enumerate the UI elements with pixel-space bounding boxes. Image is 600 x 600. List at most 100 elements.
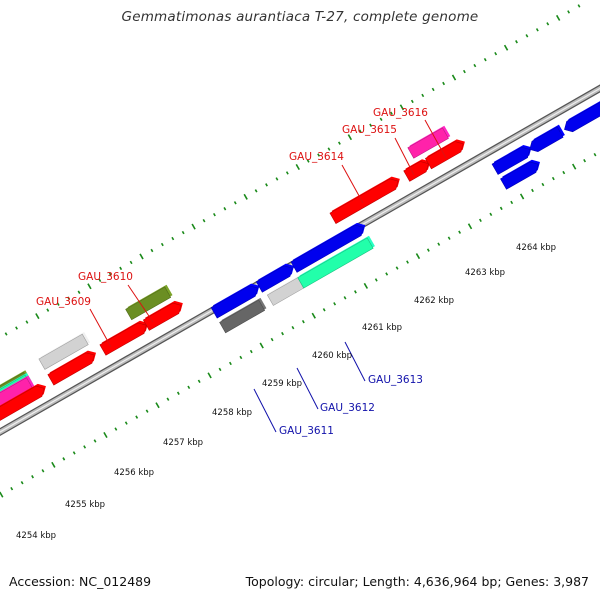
tick-mark <box>406 260 409 264</box>
tick-mark <box>259 342 264 349</box>
arrow-body <box>500 161 539 190</box>
tick-mark <box>166 397 170 401</box>
tick-mark <box>285 171 289 175</box>
tick-mark <box>515 40 518 44</box>
arrow-body <box>47 352 95 386</box>
tick-mark <box>489 212 493 217</box>
tick-mark <box>353 290 357 294</box>
tick-mark <box>317 153 321 157</box>
tick-mark <box>343 296 347 300</box>
tick-mark <box>467 223 473 230</box>
kbp-label: 4259 kbp <box>262 379 302 389</box>
arrow-body <box>529 126 564 152</box>
tick-mark <box>431 87 435 92</box>
tick-mark <box>176 391 180 395</box>
tick-mark <box>374 278 378 282</box>
tick-mark <box>10 486 14 491</box>
arrow-body <box>219 299 266 334</box>
tick-mark <box>41 469 45 473</box>
gene-label: GAU_3611 <box>279 425 334 437</box>
tick-mark <box>494 51 498 56</box>
tick-mark <box>233 201 237 205</box>
tick-mark <box>202 218 206 223</box>
tick-mark <box>239 355 243 360</box>
tick-mark <box>135 415 139 419</box>
tick-mark <box>114 427 118 431</box>
gene-label: GAU_3609 <box>36 296 91 308</box>
tick-mark <box>181 230 185 235</box>
gene-arrow-blue <box>529 124 565 152</box>
tick-mark <box>160 242 164 247</box>
gene-bar-gau-3616 <box>407 125 451 159</box>
tick-mark <box>20 481 24 485</box>
leader-line <box>341 164 364 204</box>
tick-mark <box>311 312 316 319</box>
tick-mark <box>171 236 175 241</box>
kbp-labels: 4254 kbp 4255 kbp 4256 kbp 4257 kbp 4258 kbp… <box>16 243 556 541</box>
gene-arrow-blue <box>500 159 540 190</box>
tick-mark <box>322 308 326 312</box>
tick-mark <box>124 421 128 425</box>
gene-arrow-gau-3615 <box>403 159 431 182</box>
gene-label: GAU_3614 <box>289 151 344 163</box>
tick-mark <box>223 207 227 211</box>
arrow-body <box>290 224 364 273</box>
tick-mark <box>483 57 487 62</box>
tick-mark <box>421 93 425 98</box>
gene-labels: GAU_3609 GAU_3610 GAU_3614 GAU_3615 GAU_3616… <box>36 107 428 437</box>
tick-mark <box>567 10 571 14</box>
gene-arrow-blue <box>255 263 295 293</box>
gene-features <box>0 101 600 421</box>
tick-mark <box>212 213 216 217</box>
tick-mark <box>451 74 457 81</box>
tick-mark <box>77 290 81 294</box>
tick-mark <box>145 409 149 413</box>
tick-mark <box>562 170 566 175</box>
tick-mark <box>0 491 4 498</box>
tick-mark <box>306 159 310 163</box>
kbp-label: 4258 kbp <box>212 408 252 418</box>
tick-mark <box>93 439 97 443</box>
arrow-body <box>255 265 293 293</box>
label-leader-lines <box>89 119 447 433</box>
gene-arrow-red <box>142 300 183 331</box>
tick-mark <box>399 104 405 111</box>
gene-label: GAU_3613 <box>368 374 423 386</box>
arrow-body <box>564 101 600 133</box>
tick-mark <box>363 282 369 289</box>
tick-marks <box>0 4 597 498</box>
tick-mark <box>46 308 50 312</box>
arrow-body <box>297 237 374 289</box>
tick-mark <box>593 153 597 157</box>
tick-mark <box>473 63 477 68</box>
kbp-label: 4255 kbp <box>65 500 105 510</box>
tick-mark <box>187 385 191 389</box>
tick-mark <box>249 349 253 354</box>
tick-mark <box>191 223 196 230</box>
tick-mark <box>291 325 295 330</box>
tick-mark <box>295 163 300 170</box>
tick-mark <box>415 253 421 260</box>
tick-mark <box>519 193 525 200</box>
tick-mark <box>139 253 144 260</box>
tick-mark <box>254 189 258 193</box>
tick-mark <box>379 117 383 121</box>
gene-bar-grey <box>38 331 91 370</box>
kbp-label: 4262 kbp <box>414 296 454 306</box>
arrow-body <box>491 146 531 175</box>
tick-mark <box>546 22 550 26</box>
tick-mark <box>442 81 446 86</box>
leader-line <box>89 308 112 348</box>
arrow-body <box>125 286 172 321</box>
leader-line <box>253 388 277 433</box>
tick-mark <box>51 461 56 468</box>
tick-mark <box>218 367 222 372</box>
tick-mark <box>555 14 561 21</box>
gene-bar-gau-3611 <box>219 297 267 334</box>
gene-bar-gau-3613 <box>297 235 375 289</box>
tick-mark <box>551 176 555 181</box>
tick-mark <box>510 200 514 205</box>
tick-mark <box>67 296 71 300</box>
tick-mark <box>150 248 154 253</box>
